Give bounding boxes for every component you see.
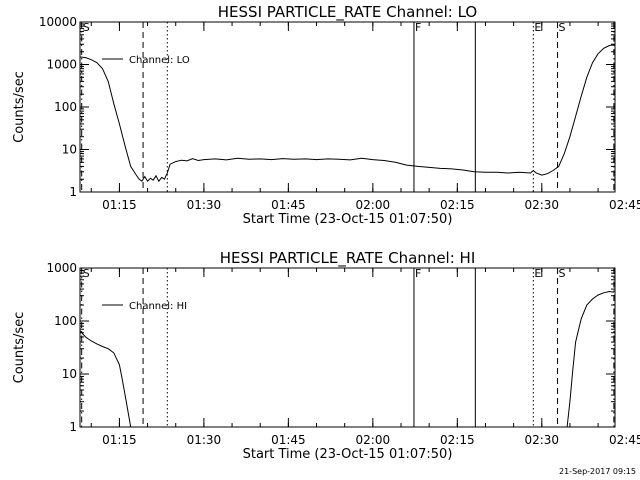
series-line <box>79 330 132 428</box>
x-tick-label: 02:00 <box>356 433 391 447</box>
x-tick-label: 01:15 <box>102 198 137 212</box>
series-line <box>79 44 616 183</box>
x-tick-label: 01:30 <box>187 198 222 212</box>
x-tick-label: 01:15 <box>102 433 137 447</box>
plot-frame <box>79 267 616 428</box>
x-tick-label: 01:45 <box>271 433 306 447</box>
y-tick-label: 10 <box>62 143 77 157</box>
x-tick-label: 01:30 <box>187 433 222 447</box>
time-marker-label: S <box>559 21 566 34</box>
y-tick-label: 1000 <box>46 58 77 72</box>
x-tick-label: 02:30 <box>524 198 559 212</box>
series-line <box>566 290 614 428</box>
legend-label: Channel: LO <box>129 55 190 66</box>
y-axis-label: Counts/sec <box>12 312 27 384</box>
y-tick-label: 1 <box>69 420 77 434</box>
x-axis-label: Start Time (23-Oct-15 01:07:50) <box>243 447 453 462</box>
y-tick-label: 1 <box>69 185 77 199</box>
x-tick-label: 02:15 <box>440 433 475 447</box>
y-tick-label: 1000 <box>46 261 77 275</box>
x-tick-label: 02:00 <box>356 198 391 212</box>
y-axis-label: Counts/sec <box>12 71 27 143</box>
chart-title: HESSI PARTICLE_RATE Channel: HI <box>220 249 476 268</box>
hi-channel-panel: HESSI PARTICLE_RATE Channel: HI 1 10 100 100… <box>12 249 640 462</box>
x-tick-label: 02:30 <box>524 433 559 447</box>
y-tick-label: 10 <box>62 367 77 381</box>
time-marker-label: F <box>415 21 421 34</box>
x-tick-label: 02:45 <box>609 433 640 447</box>
time-marker-label: E <box>534 267 541 280</box>
time-marker-label: F <box>415 267 421 280</box>
chart-title: HESSI PARTICLE_RATE Channel: LO <box>218 3 477 22</box>
legend-label: Channel: HI <box>129 301 187 312</box>
time-marker-label: E <box>534 21 541 34</box>
y-tick-label: 10000 <box>39 15 77 29</box>
time-marker-label: S <box>83 267 90 280</box>
time-marker-label: S <box>83 21 90 34</box>
plot-frame <box>79 21 616 193</box>
time-marker-label: S <box>559 267 566 280</box>
x-tick-label: 01:45 <box>271 198 306 212</box>
y-tick-label: 100 <box>54 314 77 328</box>
footer-timestamp: 21-Sep-2017 09:15 <box>559 467 636 476</box>
x-axis-label: Start Time (23-Oct-15 01:07:50) <box>243 212 453 227</box>
x-tick-label: 02:15 <box>440 198 475 212</box>
y-tick-label: 100 <box>54 100 77 114</box>
x-tick-label: 02:45 <box>609 198 640 212</box>
lo-channel-panel: HESSI PARTICLE_RATE Channel: LO 1 10 100 100… <box>12 3 640 227</box>
